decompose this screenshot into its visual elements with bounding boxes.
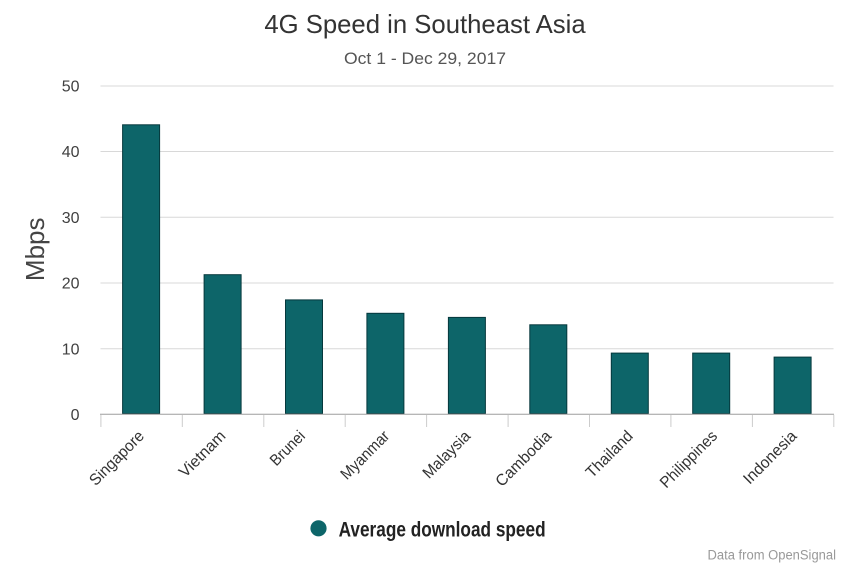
svg-text:10: 10 [62, 342, 80, 359]
svg-text:Data from OpenSignal: Data from OpenSignal [708, 547, 837, 562]
svg-text:50: 50 [62, 79, 80, 96]
svg-text:Mbps: Mbps [20, 218, 50, 282]
svg-text:40: 40 [62, 144, 80, 161]
svg-text:Oct 1 - Dec 29, 2017: Oct 1 - Dec 29, 2017 [344, 49, 506, 68]
svg-text:20: 20 [62, 276, 80, 293]
svg-text:4G Speed in Southeast Asia: 4G Speed in Southeast Asia [264, 11, 586, 39]
svg-text:Average download speed: Average download speed [339, 518, 546, 541]
svg-text:0: 0 [71, 407, 80, 424]
svg-text:30: 30 [62, 210, 80, 227]
